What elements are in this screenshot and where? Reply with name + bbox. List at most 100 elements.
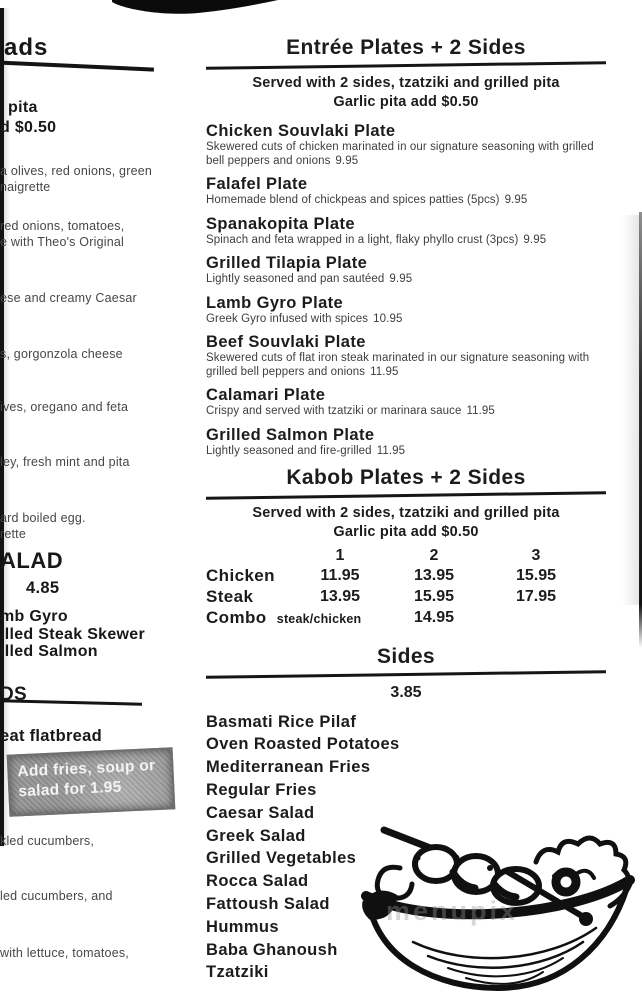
side-item: Caesar Salad <box>206 803 315 822</box>
kabob-price: 17.95 <box>515 588 557 606</box>
left-fragment: s, gorgonzola cheese <box>0 347 123 361</box>
left-fragment: led cucumbers, and <box>0 889 113 903</box>
menu-item-price: 9.95 <box>389 273 413 286</box>
menu-item-desc: Lightly seasoned and fire-grilled 11.95 <box>206 445 604 459</box>
menu-item-name: Falafel Plate <box>206 175 308 194</box>
kabob-price: 13.95 <box>413 567 455 585</box>
menu-item-desc: Lightly seasoned and pan sautéed 9.95 <box>206 273 604 287</box>
menu-item-name: Chicken Souvlaki Plate <box>206 122 396 141</box>
menu-item: Grilled Tilapia Plate Lightly seasoned a… <box>206 254 606 287</box>
menu-item-desc: Skewered cuts of flat iron steak marinat… <box>206 352 604 379</box>
left-fragment: pita <box>8 99 38 116</box>
kabob-price: 15.95 <box>413 588 455 606</box>
desc-text: Lightly seasoned and fire-grilled <box>206 444 372 457</box>
menu-item-price: 11.95 <box>376 444 406 457</box>
sides-list: Basmati Rice Pilaf Oven Roasted Potatoes… <box>206 711 606 985</box>
side-item: Fattoush Salad <box>206 894 330 913</box>
scan-top-blob <box>112 0 278 14</box>
sides-price: 3.85 <box>390 683 422 701</box>
left-fragment: kled cucumbers, <box>0 834 95 848</box>
left-fragment: ese and creamy Caesar <box>0 291 137 305</box>
menu-item-name: Grilled Salmon Plate <box>206 425 375 444</box>
kabob-row-label: Steak <box>206 587 254 607</box>
desc-text: Lightly seasoned and pan sautéed <box>206 273 385 286</box>
kabob-price: 15.95 <box>515 567 557 585</box>
right-column: Entrée Plates + 2 Sides Served with 2 si… <box>205 36 607 985</box>
salads-header-fragment: ads <box>4 34 49 61</box>
menu-item-desc: Crispy and served with tzatziki or marin… <box>206 405 604 419</box>
menu-item: Beef Souvlaki Plate Skewered cuts of fla… <box>206 333 606 379</box>
kabob-subtitle-1: Served with 2 sides, tzatziki and grille… <box>252 505 560 522</box>
left-fragment: a olives, red onions, green <box>0 164 153 178</box>
scan-smudge-right <box>622 215 640 605</box>
side-item: Tzatziki <box>206 963 269 982</box>
menu-item-name: Grilled Tilapia Plate <box>206 254 368 273</box>
left-fragment: illed Steak Skewer <box>0 626 146 643</box>
desc-text: Crispy and served with tzatziki or marin… <box>206 405 462 418</box>
kabob-col-header: 1 <box>335 547 345 565</box>
desc-text: Skewered cuts of flat iron steak marinat… <box>206 352 590 378</box>
scan-edge-left-shadow <box>4 8 10 846</box>
kabob-price: 14.95 <box>413 609 455 627</box>
menu-item-desc: Homemade blend of chickpeas and spices p… <box>206 194 604 208</box>
menu-item-desc: Skewered cuts of chicken marinated in ou… <box>206 141 604 168</box>
combo-label: Combo <box>206 608 267 628</box>
kabob-section-rule <box>205 491 607 501</box>
combo-note: steak/chicken <box>276 612 362 627</box>
left-fragment: with lettuce, tomatoes, <box>0 946 129 960</box>
side-item: Greek Salad <box>206 826 306 845</box>
kabob-row-label: Chicken <box>206 566 275 586</box>
menu-item-price: 9.95 <box>523 233 547 246</box>
left-fragment: ives, oregano and feta <box>0 400 129 414</box>
desc-text: Homemade blend of chickpeas and spices p… <box>206 194 500 207</box>
menu-item-name: Beef Souvlaki Plate <box>206 333 366 352</box>
kabob-bowl-illustration <box>361 826 635 992</box>
menu-item: Falafel Plate Homemade blend of chickpea… <box>206 175 606 208</box>
scan-edge-left <box>0 8 4 846</box>
menu-item-name: Lamb Gyro Plate <box>206 293 344 312</box>
kabob-col-spacer <box>206 547 298 565</box>
side-item: Baba Ghanoush <box>206 940 338 959</box>
desc-text: Greek Gyro infused with spices <box>206 312 369 325</box>
salads-header-rule <box>0 60 154 72</box>
menu-item-price: 9.95 <box>335 154 359 167</box>
scan-edge-right <box>639 212 642 648</box>
side-item: Regular Fries <box>206 780 317 799</box>
menu-item: Spanakopita Plate Spinach and feta wrapp… <box>206 215 606 248</box>
side-item: Rocca Salad <box>206 872 309 891</box>
entree-section-rule <box>205 61 607 70</box>
salad-price-fragment: 4.85 <box>26 579 60 597</box>
left-fragment: e with Theo's Original <box>0 235 124 249</box>
left-fragment: ley, fresh mint and pita <box>0 455 130 469</box>
kabob-price: 13.95 <box>319 588 361 606</box>
left-fragment: ard boiled egg. <box>0 511 86 525</box>
entree-subtitle-1: Served with 2 sides, tzatziki and grille… <box>252 75 560 92</box>
kabob-col-header: 2 <box>429 547 439 565</box>
menu-item-price: 9.95 <box>504 194 528 207</box>
left-fragment: illed Salmon <box>0 643 98 660</box>
side-item: Mediterranean Fries <box>206 758 371 777</box>
menu-item-name: Spanakopita Plate <box>206 214 355 233</box>
left-fragment: naigrette <box>0 180 51 194</box>
salad-header-fragment: ALAD <box>0 548 64 573</box>
menu-item: Grilled Salmon Plate Lightly seasoned an… <box>206 426 606 459</box>
kabob-col-header: 3 <box>531 547 541 565</box>
menu-item-desc: Greek Gyro infused with spices 10.95 <box>206 313 604 327</box>
left-fragment: red onions, tomatoes, <box>0 219 125 233</box>
menu-item: Calamari Plate Crispy and served with tz… <box>206 386 606 419</box>
menu-item-price: 11.95 <box>370 365 399 378</box>
entree-items: Chicken Souvlaki Plate Skewered cuts of … <box>206 122 606 458</box>
desc-text: Skewered cuts of chicken marinated in ou… <box>206 141 594 167</box>
kabob-row-label: Combo steak/chicken <box>206 608 382 629</box>
left-fragment: eat flatbread <box>0 727 103 745</box>
kabob-price-table: 1 2 3 Chicken 11.95 13.95 15.95 Steak 13… <box>206 547 606 629</box>
promo-box: Add fries, soup or salad for 1.95 <box>6 747 176 817</box>
sides-section-rule <box>205 670 607 680</box>
kabob-price <box>486 608 586 629</box>
entree-subtitle-2: Garlic pita add $0.50 <box>333 93 479 110</box>
menu-item: Lamb Gyro Plate Greek Gyro infused with … <box>206 294 606 327</box>
side-item: Basmati Rice Pilaf <box>206 712 357 731</box>
menu-item: Chicken Souvlaki Plate Skewered cuts of … <box>206 122 606 168</box>
left-fragment: d $0.50 <box>0 119 57 136</box>
